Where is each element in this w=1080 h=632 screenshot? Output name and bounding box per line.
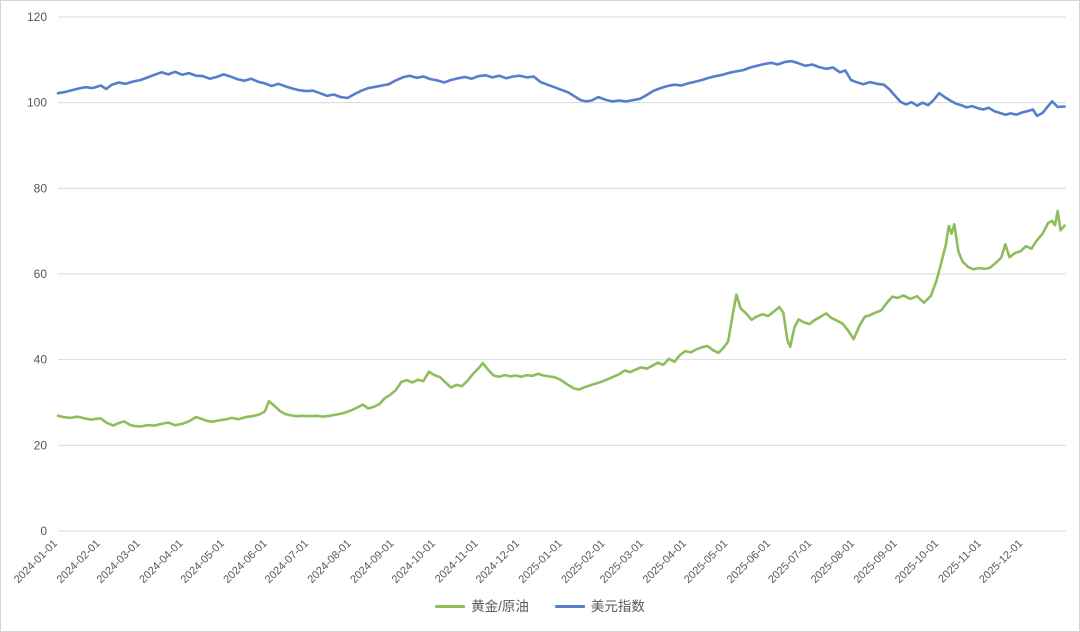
svg-text:2024-06-01: 2024-06-01 — [221, 538, 269, 586]
y-axis-labels: 0 20 40 60 80 100 120 — [27, 10, 47, 538]
svg-text:2024-01-01: 2024-01-01 — [12, 538, 60, 586]
svg-text:60: 60 — [34, 267, 48, 281]
svg-text:2025-12-01: 2025-12-01 — [977, 538, 1025, 586]
svg-text:2025-06-01: 2025-06-01 — [725, 538, 773, 586]
svg-text:100: 100 — [27, 96, 47, 110]
svg-text:0: 0 — [40, 524, 47, 538]
svg-text:2024-10-01: 2024-10-01 — [390, 538, 438, 586]
gridlines — [58, 16, 1066, 532]
svg-text:2024-04-01: 2024-04-01 — [137, 538, 185, 586]
svg-text:2025-08-01: 2025-08-01 — [809, 538, 857, 586]
legend-label-usd-index: 美元指数 — [590, 599, 645, 614]
svg-text:2024-03-01: 2024-03-01 — [95, 538, 143, 586]
series-lines — [56, 59, 1066, 428]
svg-text:2025-05-01: 2025-05-01 — [682, 538, 730, 586]
gold-oil-line-swatch — [435, 605, 466, 609]
legend-item-usd-index: 美元指数 — [554, 599, 645, 614]
svg-text:40: 40 — [34, 353, 48, 367]
svg-text:120: 120 — [27, 10, 47, 24]
svg-text:2025-01-01: 2025-01-01 — [517, 538, 565, 586]
svg-text:2025-04-01: 2025-04-01 — [641, 538, 689, 586]
svg-text:2025-09-01: 2025-09-01 — [852, 538, 900, 586]
svg-text:80: 80 — [34, 181, 48, 195]
usd-index-line-swatch — [554, 605, 585, 609]
svg-text:2024-12-01: 2024-12-01 — [474, 538, 522, 586]
svg-text:2024-07-01: 2024-07-01 — [263, 538, 311, 586]
svg-text:20: 20 — [34, 438, 48, 452]
legend-label-gold-oil: 黄金/原油 — [471, 599, 529, 614]
svg-text:2025-07-01: 2025-07-01 — [766, 538, 814, 586]
svg-text:2025-10-01: 2025-10-01 — [893, 538, 941, 586]
svg-text:2024-05-01: 2024-05-01 — [179, 538, 227, 586]
svg-text:2024-08-01: 2024-08-01 — [306, 538, 354, 586]
legend-item-gold-oil: 黄金/原油 — [435, 600, 529, 614]
legend: 黄金/原油 美元指数 — [1, 600, 1079, 614]
svg-text:2024-09-01: 2024-09-01 — [348, 538, 396, 586]
x-axis-labels: 2024-01-012024-02-012024-03-012024-04-01… — [12, 538, 1026, 586]
